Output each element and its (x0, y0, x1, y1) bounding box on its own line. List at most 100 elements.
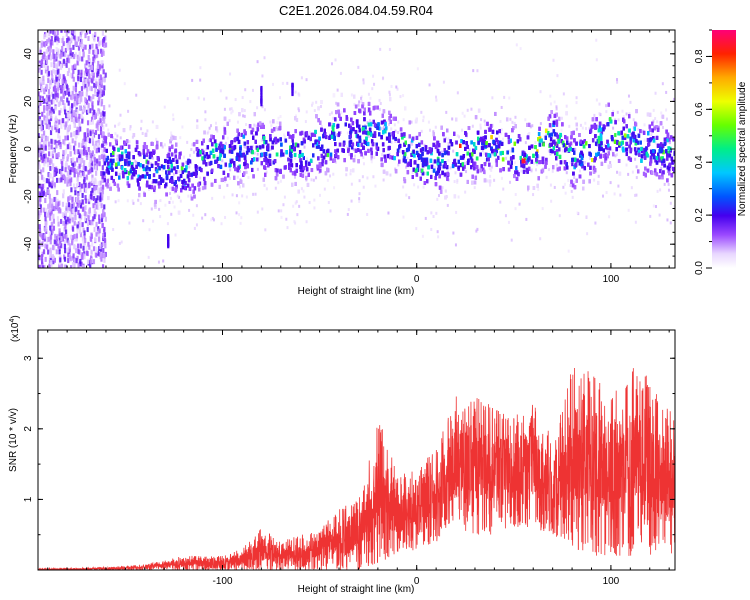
spectrogram-cell (57, 68, 60, 74)
spectrogram-cell (70, 265, 73, 268)
spectrogram-cell (432, 130, 435, 134)
spectrogram-cell (62, 118, 65, 124)
spectrogram-cell (323, 187, 326, 191)
spectrogram-cell (616, 110, 619, 114)
spectrogram-cell (201, 216, 204, 220)
spectrogram-cell (261, 105, 264, 109)
spectrogram-cell (574, 116, 577, 120)
spectrogram-cell (276, 127, 279, 131)
spectrogram-cell (39, 95, 42, 101)
spectrogram-cell (313, 109, 316, 113)
spectrogram-cell (235, 194, 238, 198)
spectrogram-cell (646, 147, 649, 151)
spectrogram-cell (101, 165, 104, 171)
spectrogram-cell (77, 197, 80, 203)
spectrogram-cell (537, 187, 540, 191)
spectrogram-cell (51, 40, 54, 46)
spectrogram-cell (56, 190, 59, 196)
spectrogram-cell (190, 148, 193, 152)
spectrogram-cell (77, 56, 80, 62)
spectrogram-cell (66, 177, 69, 183)
spectrogram-cell (56, 82, 60, 88)
spectrogram-cell (524, 141, 527, 145)
spectrogram-cell (119, 113, 122, 117)
spectrogram-cell (269, 147, 272, 151)
spectrogram-cell (444, 136, 447, 140)
spectrogram-cell (44, 256, 47, 262)
spectrogram-cell (90, 219, 93, 225)
spectrogram-cell (649, 214, 652, 218)
spectrogram-cell (82, 264, 85, 268)
spectrogram-cell (85, 91, 88, 97)
spectrogram-cell (204, 213, 207, 217)
spectrogram-cell (558, 214, 561, 218)
spectrogram-cell (87, 146, 90, 152)
spectrogram-cell (529, 161, 532, 165)
spectrogram-cell (631, 170, 634, 174)
spectrogram-cell (41, 95, 44, 101)
spectrogram-cell (153, 190, 156, 194)
spectrogram-cell (265, 187, 268, 191)
spectrogram-cell (550, 199, 553, 203)
spectrogram-cell (229, 168, 232, 172)
spectrogram-cell (44, 145, 47, 151)
spectrogram-cell (100, 144, 103, 150)
spectrogram-cell (101, 192, 104, 198)
spectrogram-cell (313, 206, 316, 210)
spectrogram-cell (593, 113, 596, 117)
spectrogram-cell (66, 97, 69, 103)
spectrogram-cell (86, 120, 90, 126)
spectrogram-cell (547, 149, 550, 153)
spectrogram-cell (413, 183, 416, 187)
spectrogram-cell (656, 189, 659, 193)
spectrogram-cell (427, 120, 430, 124)
spectrogram-cell (83, 145, 86, 151)
spectrogram-cell (399, 95, 402, 99)
spectrogram-cell (76, 166, 80, 172)
spectrogram-cell (102, 69, 105, 75)
spectrogram-cell (64, 223, 67, 229)
spectrogram-cell (80, 254, 83, 260)
spectrogram-cell (45, 178, 48, 184)
spectrogram-cell (40, 62, 43, 68)
spectrogram-cell (101, 184, 105, 190)
spectrogram-cell (99, 75, 102, 81)
spectrogram-cell (335, 133, 338, 137)
spectrogram-cell (514, 207, 517, 211)
spectrogram-cell (358, 100, 361, 104)
spectrogram-cell (245, 123, 248, 127)
spectrogram-cell (44, 153, 47, 159)
spectrogram-cell (46, 241, 49, 247)
spectrogram-cell (479, 123, 482, 127)
spectrogram-cell (379, 47, 382, 51)
spectrogram-cell (223, 107, 226, 111)
spectrogram-cell (84, 67, 88, 73)
spectrogram-cell (361, 175, 364, 179)
spectrogram-cell (51, 125, 54, 131)
spectrogram-cell (508, 96, 511, 100)
spectrogram-cell (514, 193, 517, 197)
spectrogram-cell (84, 205, 87, 211)
spectrogram-cell (151, 120, 154, 124)
spectrogram-cell (349, 169, 352, 173)
spectrogram-cell (452, 231, 455, 235)
spectrogram-cell (70, 94, 73, 100)
spectrogram-cell (88, 85, 92, 91)
spectrogram-cell (313, 198, 316, 202)
spectrogram-cell (102, 50, 105, 56)
spectrogram-cell (446, 170, 449, 174)
spectrogram-cell (50, 70, 53, 76)
spectrogram-heatmap (38, 30, 675, 268)
spectrogram-cell (400, 150, 403, 154)
spectrogram-cell (56, 86, 60, 92)
spectrogram-cell (47, 46, 50, 52)
spectrogram-cell (64, 61, 67, 67)
spectrogram-cell (79, 126, 82, 132)
spectrogram-cell (52, 93, 55, 99)
spectrogram-cell (38, 91, 40, 97)
spectrogram-cell (75, 129, 78, 135)
spectrogram-cell (238, 169, 241, 173)
spectrogram-cell (657, 125, 660, 130)
spectrogram-cell (224, 179, 227, 183)
spectrogram-cell (93, 82, 96, 88)
